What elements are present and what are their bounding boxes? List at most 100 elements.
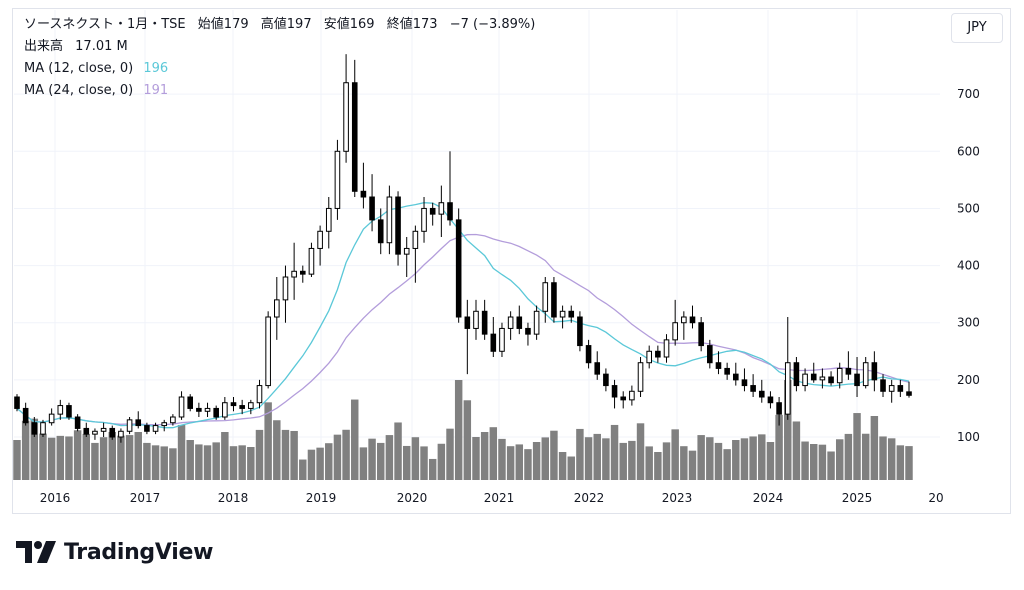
candle-body xyxy=(603,373,609,387)
volume-bar xyxy=(827,451,835,480)
volume-bar xyxy=(480,432,489,480)
volume-bar xyxy=(810,444,818,480)
currency-button[interactable]: JPY xyxy=(951,13,1003,43)
x-tick-label: 2022 xyxy=(574,491,605,505)
candle-body xyxy=(126,419,133,432)
volume-bar xyxy=(108,432,116,480)
candle-body xyxy=(655,350,661,358)
candle-body xyxy=(551,282,557,318)
candle-body xyxy=(802,373,808,387)
open-value: 179 xyxy=(223,17,249,32)
candle-body xyxy=(57,405,64,415)
symbol-label: ソースネクスト・1月・TSE xyxy=(24,17,186,32)
candle-body xyxy=(845,367,852,375)
candle-body xyxy=(196,407,202,412)
volume-bar xyxy=(870,416,879,480)
low-value: 169 xyxy=(349,17,375,32)
candle-body xyxy=(732,373,739,381)
candle-body xyxy=(222,402,228,418)
candle-body xyxy=(568,310,575,318)
volume-label: 出来高 xyxy=(24,39,64,54)
volume-bar xyxy=(394,422,402,480)
x-tick-label: 2018 xyxy=(218,491,249,505)
volume-bar xyxy=(558,452,567,480)
volume-bar xyxy=(177,424,186,480)
high-label: 高値 xyxy=(260,17,287,32)
candle-body xyxy=(672,322,678,341)
volume-bar xyxy=(498,438,506,480)
volume-bar xyxy=(316,447,324,480)
volume-bar xyxy=(645,446,653,480)
candle-body xyxy=(48,413,55,424)
volume-bar xyxy=(723,449,731,480)
candle-body xyxy=(230,402,237,407)
volume-bar xyxy=(437,443,446,480)
volume-bar xyxy=(376,442,385,480)
volume-bar xyxy=(636,423,645,480)
candle-body xyxy=(784,362,791,415)
y-tick-label: 600 xyxy=(957,144,980,158)
volume-bar xyxy=(221,432,229,480)
candle-body xyxy=(187,396,194,409)
ma12-legend: MA (12, close, 0) 196 xyxy=(24,60,168,78)
volume-bar xyxy=(56,435,65,480)
x-tick-label: 2019 xyxy=(306,491,337,505)
candle-body xyxy=(698,322,704,347)
volume-bar xyxy=(879,436,887,480)
candle-body xyxy=(204,407,211,412)
volume-bar xyxy=(117,435,125,480)
volume-bar xyxy=(186,440,194,480)
candle-body xyxy=(74,416,81,429)
y-tick-label: 100 xyxy=(957,430,980,444)
x-axis: 2016 2017 2018 2019 2020 2021 2022 2023 2024 2025… xyxy=(40,491,944,505)
candle-body xyxy=(741,379,748,387)
ma12-value: 196 xyxy=(143,61,169,76)
volume-bar xyxy=(125,435,134,480)
volume-bar xyxy=(99,437,108,480)
volume-bar xyxy=(151,445,160,480)
candle-body xyxy=(31,422,38,435)
candle-body xyxy=(455,219,462,318)
close-label: 終値 xyxy=(386,17,413,32)
volume-bar xyxy=(732,440,740,480)
candle-body xyxy=(629,390,635,401)
candle-body xyxy=(473,310,479,329)
candle-body xyxy=(481,310,488,335)
y-tick-label: 700 xyxy=(957,87,980,101)
volume-bar xyxy=(619,442,627,480)
candle-body xyxy=(118,430,124,438)
volume-bar xyxy=(212,442,220,480)
volume-bar xyxy=(169,448,177,480)
ma24-line xyxy=(16,233,910,426)
tradingview-brand[interactable]: TradingView xyxy=(16,537,213,567)
volume-bar xyxy=(489,427,498,480)
volume-bar xyxy=(255,429,264,480)
candle-body xyxy=(646,350,652,364)
ma24-value: 191 xyxy=(143,83,169,98)
volume-bar xyxy=(853,413,861,480)
volume-bar xyxy=(532,442,541,480)
candle-body xyxy=(585,345,592,364)
candle-body xyxy=(351,82,358,192)
candle-body xyxy=(299,270,306,275)
volume-bar xyxy=(706,437,714,480)
y-tick-label: 400 xyxy=(957,259,980,273)
volume-bar xyxy=(714,442,723,480)
candle-body xyxy=(421,207,427,232)
candles xyxy=(14,54,912,443)
candle-body xyxy=(274,299,280,318)
ma24-path xyxy=(16,233,910,426)
candle-body xyxy=(724,367,730,375)
chart-frame xyxy=(12,8,1011,514)
volume-bar xyxy=(567,456,575,480)
volume-bar xyxy=(359,447,368,480)
volume-bar xyxy=(428,458,437,480)
candle-body xyxy=(681,316,687,324)
candle-body xyxy=(810,373,817,381)
candle-body xyxy=(776,402,782,415)
volume-bar xyxy=(472,437,480,480)
volume-bar xyxy=(333,434,342,480)
volume-bar xyxy=(628,440,636,480)
candle-body xyxy=(256,385,263,404)
